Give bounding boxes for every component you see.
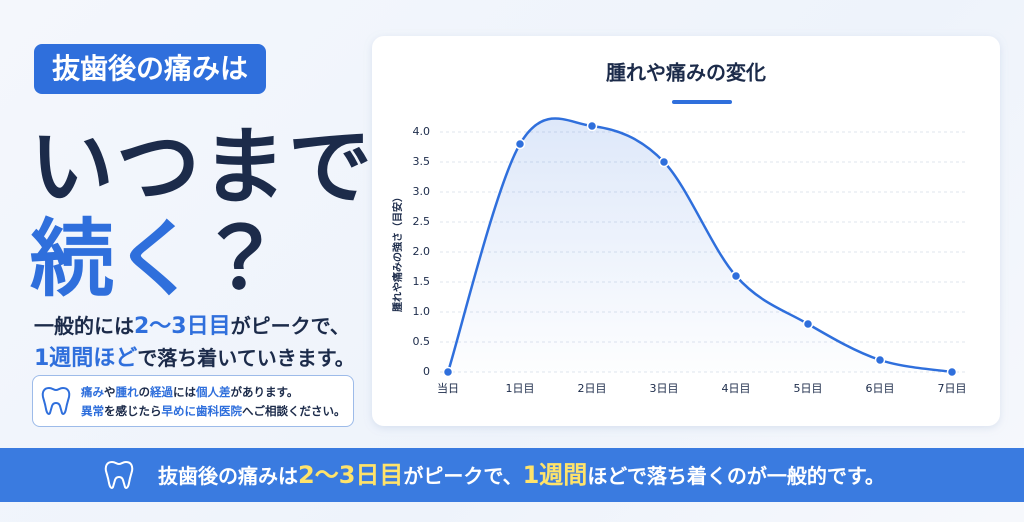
text: 抜歯後の痛みは <box>158 464 298 488</box>
headline-badge: 抜歯後の痛みは <box>34 44 267 94</box>
x-tick-label: 1日目 <box>506 382 535 395</box>
point <box>514 138 526 150</box>
y-tick-label: 2.5 <box>413 215 431 228</box>
note-box: 痛みや腫れの経過には個人差があります。 異常を感じたら早めに歯科医院へご相談くだ… <box>32 375 354 427</box>
headline: 続く？ <box>30 192 282 313</box>
lead-line: 1週間ほどで落ち着いていきます。 <box>34 340 355 372</box>
point <box>586 120 598 132</box>
x-tick-label: 6日目 <box>866 382 895 395</box>
highlight: 歯科医院 <box>196 404 242 418</box>
banner: 抜歯後の痛みは2〜3日目がピークで、1週間ほどで落ち着くのが一般的です。 <box>0 448 1024 502</box>
point <box>658 156 670 168</box>
point <box>802 318 814 330</box>
text: ほどで落ち着くのが一般的です。 <box>587 464 885 488</box>
text: には <box>173 385 196 399</box>
lead-line: 一般的には2〜3日目がピークで、 <box>34 308 350 340</box>
title-underline <box>672 100 732 104</box>
highlight: 早めに <box>161 404 197 418</box>
highlight: 経過 <box>150 385 173 399</box>
area-fill <box>448 118 952 372</box>
y-tick-label: 4.0 <box>413 125 431 138</box>
x-tick-label: 3日目 <box>650 382 679 395</box>
headline-mark: ？ <box>198 210 283 308</box>
y-tick-label: 3.0 <box>413 185 431 198</box>
highlight: 個人差 <box>196 385 231 399</box>
y-tick-label: 3.5 <box>413 155 431 168</box>
headline: いつまで <box>30 118 375 216</box>
y-tick-label: 1.5 <box>413 275 431 288</box>
text: へご相談ください。 <box>242 404 346 418</box>
banner-text: 抜歯後の痛みは2〜3日目がピークで、1週間ほどで落ち着くのが一般的です。 <box>158 448 885 503</box>
lead-highlight: 1週間ほど <box>34 346 138 371</box>
lead-highlight: 2〜3日目 <box>134 314 231 339</box>
x-tick-label: 5日目 <box>794 382 823 395</box>
highlight: 腫れ <box>115 385 139 399</box>
highlight: 異常 <box>81 404 104 418</box>
text: があります。 <box>230 385 299 399</box>
x-tick-label: 2日目 <box>578 382 607 395</box>
y-axis-label: 腫れや痛みの強さ（目安） <box>391 192 404 312</box>
lead-text: で落ち着いていきます。 <box>137 346 355 370</box>
x-tick-label: 当日 <box>437 381 459 395</box>
tooth-icon <box>41 386 71 415</box>
point <box>730 270 742 282</box>
y-tick-label: 0 <box>423 365 430 378</box>
point <box>874 354 886 366</box>
text: や <box>104 385 116 399</box>
y-tick-label: 0.5 <box>413 335 431 348</box>
point <box>946 366 958 378</box>
chart: 腫れや痛みの変化 腫れや痛みの強さ（目安） 0 0.5 1.0 1.5 2.0 2.5 3.… <box>372 36 1000 426</box>
x-tick-label: 4日目 <box>722 382 751 395</box>
text: の <box>138 385 151 399</box>
tooth-icon <box>104 460 134 489</box>
headline-word: 続く <box>30 210 199 308</box>
y-tick-label: 1.0 <box>413 305 431 318</box>
point <box>442 366 454 378</box>
y-tick-label: 2.0 <box>413 245 431 258</box>
text: を感じたら <box>104 404 162 418</box>
highlight: 2〜3日目 <box>298 461 404 489</box>
chart-title: 腫れや痛みの変化 <box>606 61 766 85</box>
line <box>446 117 953 374</box>
note-line: 痛みや腫れの経過には個人差があります。 <box>81 384 298 400</box>
highlight: 痛み <box>81 385 104 399</box>
text: がピークで、 <box>403 464 523 488</box>
highlight: 1週間 <box>522 461 588 489</box>
lead-text: がピークで、 <box>230 314 350 338</box>
x-tick-label: 7日目 <box>938 382 967 395</box>
lead-text: 一般的には <box>34 314 134 338</box>
note-line: 異常を感じたら早めに歯科医院へご相談ください。 <box>81 403 346 419</box>
